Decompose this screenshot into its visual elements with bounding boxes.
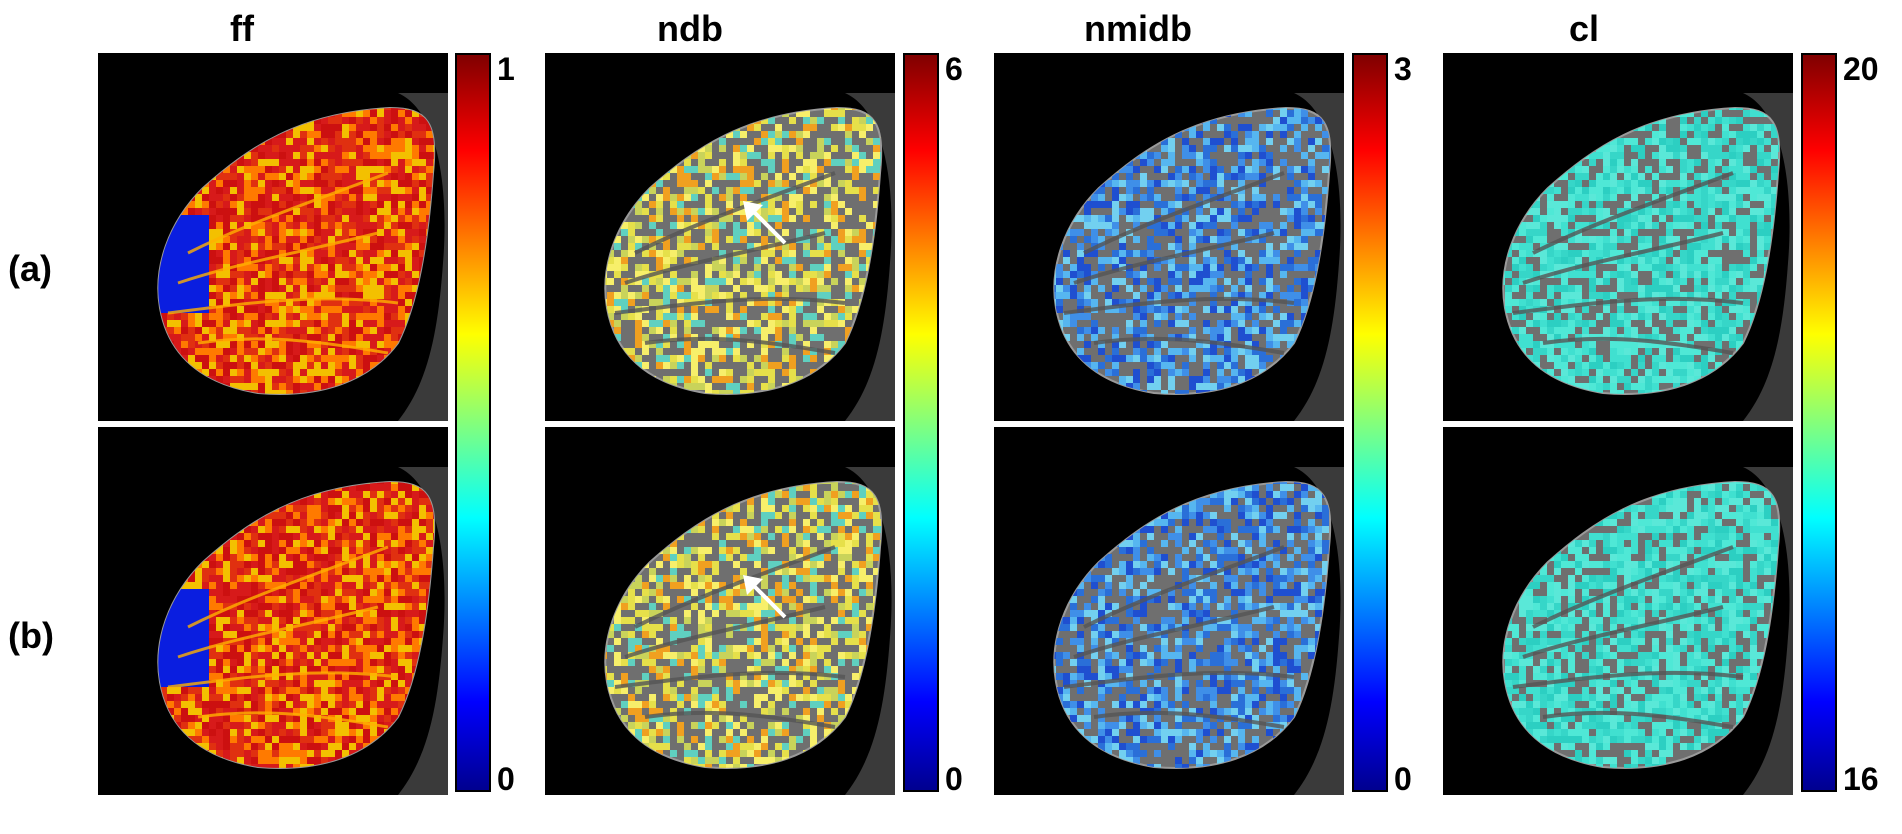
tissue-streaks <box>1512 171 1744 355</box>
parameter-map-overlay <box>158 482 435 768</box>
parameter-map-overlay <box>158 108 435 394</box>
chest-wall <box>845 467 895 795</box>
tissue-streaks <box>167 545 399 729</box>
colorbar-nmidb-min-label: 0 <box>1394 761 1412 797</box>
colorbar-cl-max-label: 20 <box>1843 51 1879 87</box>
mri-image <box>157 93 448 421</box>
panel-cl-a <box>1443 53 1793 421</box>
column-title-ndb: ndb <box>657 8 723 49</box>
colorbar-ff-max-label: 1 <box>497 51 515 87</box>
tissue-streaks <box>167 171 399 355</box>
mri-image <box>1502 93 1793 421</box>
panel-ndb-a <box>545 53 895 421</box>
mri-image <box>1053 467 1344 795</box>
mri-image <box>604 93 895 421</box>
tissue-streaks <box>1063 171 1295 355</box>
colorbar-cl-min-label: 16 <box>1843 761 1879 797</box>
tissue-streaks <box>1063 545 1295 729</box>
mri-image <box>157 467 448 795</box>
column-title-nmidb: nmidb <box>1084 8 1192 49</box>
mri-image <box>604 467 895 795</box>
chest-wall <box>1743 93 1793 421</box>
panel-ff-a <box>98 53 448 421</box>
tissue-streaks <box>614 545 846 729</box>
chest-wall <box>845 93 895 421</box>
colorbar-ndb-min-label: 0 <box>945 761 963 797</box>
chest-wall <box>1294 93 1344 421</box>
panel-cl-b <box>1443 427 1793 795</box>
tissue-streaks <box>1512 545 1744 729</box>
chest-wall <box>1743 467 1793 795</box>
chest-wall <box>398 93 448 421</box>
arrow-annotation <box>743 575 787 619</box>
tissue-streaks <box>614 171 846 355</box>
arrow-annotation <box>743 201 787 245</box>
mri-image <box>1502 467 1793 795</box>
row-label-a: (a) <box>8 248 52 289</box>
chest-wall <box>1294 467 1344 795</box>
parameter-map-overlay <box>1503 482 1780 768</box>
panel-nmidb-a <box>994 53 1344 421</box>
panel-nmidb-b <box>994 427 1344 795</box>
colorbar-nmidb-max-label: 3 <box>1394 51 1412 87</box>
colorbar-cl <box>1801 53 1837 792</box>
column-title-ff: ff <box>230 8 254 49</box>
colorbar-ndb <box>903 53 939 792</box>
panel-ndb-b <box>545 427 895 795</box>
panel-ff-b <box>98 427 448 795</box>
colorbar-nmidb <box>1352 53 1388 792</box>
chest-wall <box>398 467 448 795</box>
column-title-cl: cl <box>1568 8 1600 49</box>
colorbar-ndb-max-label: 6 <box>945 51 963 87</box>
colorbar-ff-min-label: 0 <box>497 761 515 797</box>
mri-image <box>1053 93 1344 421</box>
row-label-b: (b) <box>8 615 54 656</box>
colorbar-ff <box>455 53 491 792</box>
